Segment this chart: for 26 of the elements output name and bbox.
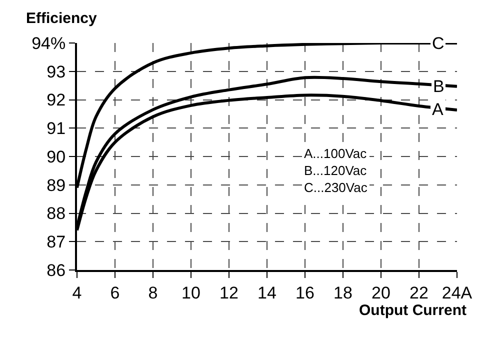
y-tick-label: 90 xyxy=(46,147,66,166)
annotation: A...100Vac B...120Vac C...230Vac xyxy=(304,146,368,195)
x-tick-label: 6 xyxy=(110,283,120,302)
x-tick-label: 20 xyxy=(372,283,390,302)
y-tick-label: 92 xyxy=(46,90,66,110)
x-tick-label: 18 xyxy=(334,283,352,302)
x-tick-label: 12 xyxy=(220,283,238,302)
y-tick-label: 86 xyxy=(46,260,66,280)
series-label: C xyxy=(432,34,444,53)
y-tick-label: 88 xyxy=(46,204,66,224)
series-label: B xyxy=(433,77,444,96)
x-axis-title: Output Current xyxy=(359,302,466,319)
x-tick-label: 8 xyxy=(148,283,158,302)
y-tick-label: 89 xyxy=(46,176,66,195)
y-tick-label: 94% xyxy=(32,34,66,53)
x-tick-label: 4 xyxy=(72,283,82,302)
series-label: A xyxy=(432,100,444,119)
x-tick-label: 22 xyxy=(410,283,428,302)
x-tick-label: 24A xyxy=(442,283,473,302)
y-tick-label: 87 xyxy=(46,232,66,252)
y-tick-label: 93 xyxy=(46,62,66,82)
x-tick-label: 14 xyxy=(258,283,276,302)
x-tick-label: 10 xyxy=(182,283,200,302)
y-axis-title: Efficiency xyxy=(26,10,98,27)
x-tick-label: 16 xyxy=(296,283,314,302)
y-tick-label: 91 xyxy=(46,119,66,138)
